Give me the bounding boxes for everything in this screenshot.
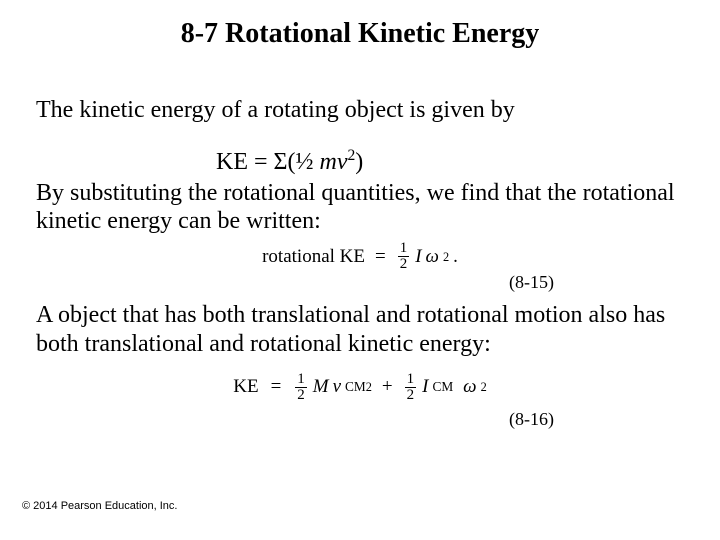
eq1-period: . — [453, 246, 458, 268]
eq1-frac-num: 1 — [398, 241, 410, 257]
equation-8-15-row: rotational KE = 1 2 Iω 2. — [36, 241, 684, 272]
eq2-fraction-1: 1 2 — [295, 372, 307, 403]
eq2-label: KE — [233, 376, 258, 398]
eq1-I: I — [415, 246, 421, 268]
paragraph-1: The kinetic energy of a rotating object … — [36, 96, 684, 124]
equation-8-16-number: (8-16) — [36, 409, 684, 430]
equation-8-16-row: KE = 1 2 MvCM2 + 1 2 ICMω2 — [36, 372, 684, 403]
formula1-prefix: KE = Σ(½ — [216, 149, 320, 175]
eq2-omega: ω — [463, 376, 476, 398]
slide-title: 8-7 Rotational Kinetic Energy — [36, 18, 684, 50]
eq2-f2-num: 1 — [405, 372, 417, 388]
slide: 8-7 Rotational Kinetic Energy The kineti… — [0, 0, 720, 540]
eq1-equals: = — [375, 246, 386, 268]
formula1-mv: mv — [320, 149, 348, 175]
eq2-f1-den: 2 — [295, 388, 307, 403]
eq2-f2-den: 2 — [405, 388, 417, 403]
paragraph-2: By substituting the rotational quantitie… — [36, 179, 684, 236]
equation-8-15: rotational KE = 1 2 Iω 2. (8-15) — [36, 241, 684, 293]
eq2-I: I — [422, 376, 428, 398]
eq2-plus: + — [382, 376, 393, 398]
eq2-v: v — [333, 376, 341, 398]
eq1-frac-den: 2 — [398, 257, 410, 272]
eq2-M: M — [313, 376, 329, 398]
copyright-text: © 2014 Pearson Education, Inc. — [22, 500, 177, 512]
paragraph-3: A object that has both translational and… — [36, 301, 684, 358]
formula-ke-sum: KE = Σ(½ mv2) — [36, 148, 684, 176]
formula1-suffix: ) — [355, 149, 363, 175]
equation-8-15-number: (8-15) — [36, 272, 684, 293]
eq1-label: rotational KE — [262, 246, 365, 268]
eq2-equals: = — [271, 376, 282, 398]
eq1-fraction: 1 2 — [398, 241, 410, 272]
eq2-fraction-2: 1 2 — [405, 372, 417, 403]
eq1-omega: ω — [426, 246, 439, 268]
equation-8-16: KE = 1 2 MvCM2 + 1 2 ICMω2 (8-16) — [36, 372, 684, 430]
eq2-f1-num: 1 — [295, 372, 307, 388]
